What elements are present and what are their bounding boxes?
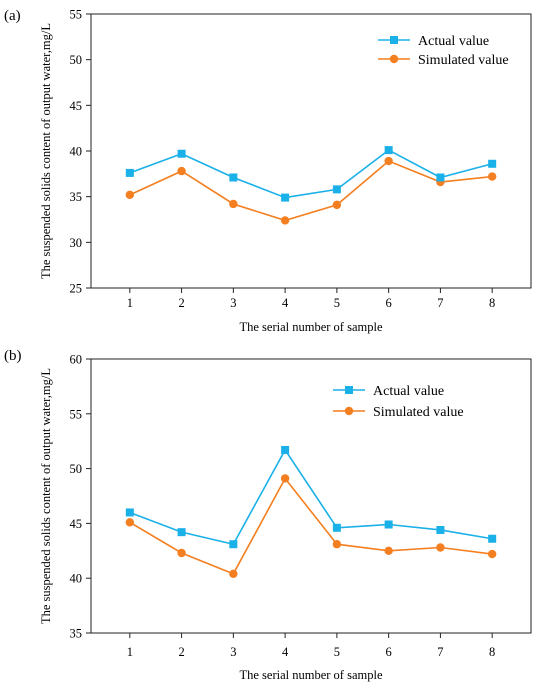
data-point-actual [177,528,186,537]
x-tick-label: 2 [178,296,184,310]
y-axis-title: The suspended solids content of output w… [39,23,53,279]
legend-label-actual: Actual value [418,34,489,49]
x-tick-label: 8 [489,645,495,659]
x-tick-label: 5 [334,645,340,659]
data-point-simulated [280,216,290,225]
y-tick-label: 45 [70,517,83,531]
data-point-simulated [125,518,135,527]
y-tick-label: 50 [70,53,83,67]
data-point-actual [332,523,341,532]
data-point-simulated [332,540,342,549]
data-point-actual [384,146,393,155]
data-point-simulated [384,156,393,166]
data-point-actual [125,508,134,517]
data-point-actual [229,540,238,549]
x-axis-title: The serial number of sample [239,668,382,682]
data-point-actual [436,173,445,182]
x-tick-label: 5 [334,296,340,310]
x-tick-label: 6 [386,296,392,310]
data-point-simulated [229,569,238,579]
y-tick-label: 30 [70,236,83,250]
data-point-actual [125,168,134,177]
series-line-simulated [129,160,493,222]
y-tick-label: 55 [70,407,83,421]
x-tick-label: 8 [489,296,495,310]
data-point-actual [281,445,290,454]
legend-marker-actual [390,36,398,44]
x-tick-label: 7 [437,645,443,659]
data-point-simulated [177,166,186,176]
y-tick-label: 25 [70,282,83,296]
plot-frame [90,358,532,634]
x-tick-label: 6 [386,645,392,659]
panel-label: (b) [4,348,22,364]
y-tick-label: 50 [70,462,83,476]
legend-label-simulated: Simulated value [418,53,509,68]
y-tick-label: 55 [70,8,83,22]
y-tick-label: 45 [70,99,83,113]
y-tick-label: 40 [70,145,83,159]
data-point-simulated [125,190,135,200]
x-tick-label: 7 [437,296,443,310]
data-point-actual [384,520,393,529]
x-tick-label: 3 [230,296,236,310]
data-point-simulated [332,200,342,210]
x-tick-label: 4 [282,645,289,659]
legend: Actual value Simulated value [378,34,509,68]
data-point-simulated [280,474,290,483]
data-point-actual [488,534,497,543]
data-point-actual [281,193,290,202]
y-tick-label: 60 [70,353,83,367]
legend-marker-actual [345,386,353,394]
series-line-actual [129,149,493,199]
x-tick-label: 1 [127,645,133,659]
x-tick-label: 4 [282,296,289,310]
data-point-actual [332,185,341,194]
data-point-simulated [229,199,238,209]
legend-label-simulated: Simulated value [373,405,464,420]
x-tick-label: 1 [127,296,133,310]
x-axis-title: The serial number of sample [239,320,382,334]
data-point-simulated [487,172,497,181]
y-tick-label: 35 [70,190,83,204]
data-point-simulated [384,546,393,555]
y-tick-label: 35 [70,627,83,641]
y-tick-label: 40 [70,572,83,586]
series-line-simulated [129,477,493,575]
legend-label-actual: Actual value [373,384,444,399]
data-point-actual [177,149,186,158]
x-tick-label: 3 [230,645,236,659]
legend: Actual value Simulated value [333,384,464,420]
panel-label: (a) [4,8,21,24]
data-point-actual [488,159,497,168]
x-tick-label: 2 [178,645,184,659]
series-line-actual [129,448,493,546]
y-axis-title: The suspended solids content of output w… [39,368,53,624]
data-point-actual [229,173,238,182]
legend-marker-simulated [344,406,354,416]
data-point-simulated [436,543,445,552]
data-point-simulated [487,549,497,559]
data-point-actual [436,525,445,534]
data-point-simulated [177,548,186,558]
legend-marker-simulated [389,54,399,64]
